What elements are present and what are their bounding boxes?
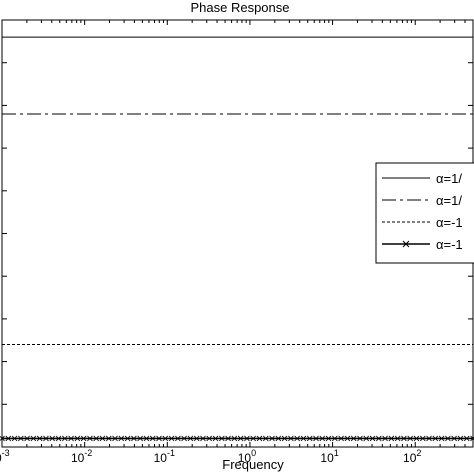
series-4-marker (237, 435, 244, 442)
x-axis-ticks: 10-3 10-2 10-1 100 101 102 (0, 20, 474, 465)
series-4-marker (438, 435, 445, 442)
series-4-marker (49, 435, 56, 442)
series-4-marker (143, 435, 150, 442)
series-4-marker (294, 435, 300, 442)
x-tick-label: 102 (403, 448, 421, 465)
series-4-marker (175, 435, 181, 442)
legend-label-2: α=1/ (436, 193, 462, 208)
series-4-marker (332, 435, 338, 442)
x-tick-label: 101 (320, 448, 338, 465)
x-tick-label: 10-1 (154, 448, 175, 465)
series-4-marker (325, 435, 332, 442)
series-4-marker (105, 435, 112, 442)
series-4-marker (463, 435, 470, 442)
x-tick-label: 10-3 (0, 448, 10, 465)
series-4-marker (338, 435, 344, 442)
series-4-marker (256, 435, 263, 442)
series-4-marker (350, 435, 357, 442)
series-4-marker (231, 435, 238, 442)
series-4-marker (112, 435, 118, 442)
series-4-marker (149, 435, 156, 442)
series-4-marker (43, 435, 49, 442)
series-4-marker (62, 435, 68, 442)
x-tick-label: 100 (238, 448, 256, 465)
series-4-marker (118, 435, 125, 442)
series-4-marker (225, 435, 231, 442)
series-4-marker (313, 435, 319, 442)
series-4-marker (363, 435, 370, 442)
series-4-marker (168, 435, 175, 442)
series-4-marker (382, 435, 388, 442)
series-layer (0, 36, 474, 442)
legend-label-1: α=1/ (436, 171, 462, 186)
series-4-marker (250, 435, 256, 442)
series-4-marker (93, 435, 99, 442)
series-4-marker (137, 435, 143, 442)
series-4-marker (300, 435, 307, 442)
series-4-marker (36, 435, 43, 442)
series-4-marker (124, 435, 131, 442)
series-4-marker (206, 435, 213, 442)
series-4-marker (162, 435, 169, 442)
series-4-marker (376, 435, 382, 442)
series-4-marker (388, 435, 395, 442)
series-4-marker (344, 435, 351, 442)
series-4-marker (0, 435, 5, 442)
series-4-marker (99, 435, 106, 442)
x-axis-label: Frequency (222, 457, 284, 472)
series-4-marker (156, 435, 162, 442)
legend-marker-4 (402, 240, 410, 248)
series-4-marker (30, 435, 37, 442)
series-4-marker (426, 435, 432, 442)
series-4-marker (269, 435, 275, 442)
series-4-marker (281, 435, 288, 442)
series-4-marker (432, 435, 439, 442)
series-4-marker (187, 435, 194, 442)
legend-label-3: α=-1 (436, 215, 463, 230)
series-4-marker (394, 435, 401, 442)
series-4-marker (5, 435, 12, 442)
series-4-marker (181, 435, 187, 442)
series-4-marker (288, 435, 294, 442)
chart-title: Phase Response (190, 0, 289, 15)
series-4-marker (451, 435, 457, 442)
series-4-marker (212, 435, 219, 442)
series-4-marker (131, 435, 137, 442)
legend-box (375, 162, 474, 264)
series-4-marker (407, 435, 413, 442)
series-4-marker (401, 435, 407, 442)
series-4-marker (80, 435, 87, 442)
series-4-marker (457, 435, 464, 442)
series-4-marker (369, 435, 376, 442)
series-4-marker (262, 435, 269, 442)
legend-label-4: α=-1 (436, 237, 463, 252)
series-4-marker (200, 435, 206, 442)
series-4-marker (11, 435, 18, 442)
series-4-marker (357, 435, 363, 442)
series-4-marker (470, 435, 474, 442)
series-4-marker (413, 435, 420, 442)
series-4-marker (419, 435, 426, 442)
series-4-marker (87, 435, 93, 442)
series-4-marker (193, 435, 200, 442)
series-4-marker (319, 435, 326, 442)
x-tick-label: 10-2 (71, 448, 92, 465)
series-4-marker (24, 435, 30, 442)
series-4-marker (18, 435, 24, 442)
series-4-marker (445, 435, 451, 442)
series-4-marker (244, 435, 250, 442)
series-4-marker (55, 435, 62, 442)
series-4-marker (74, 435, 81, 442)
series-4-marker (219, 435, 225, 442)
series-4-marker (275, 435, 282, 442)
series-4-marker (68, 435, 74, 442)
series-4-marker (306, 435, 313, 442)
legend: α=1/α=1/α=-1 α=-1 (375, 162, 474, 264)
